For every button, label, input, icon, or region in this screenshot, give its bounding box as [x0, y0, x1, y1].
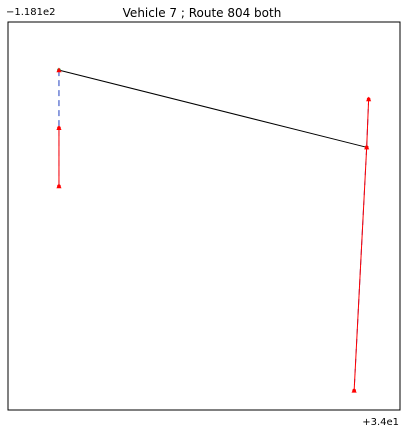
data-point-4-2	[352, 388, 356, 393]
chart-title: Vehicle 7 ; Route 804 both	[123, 6, 282, 20]
data-point-4-0	[366, 97, 371, 102]
data-point-1-0	[56, 67, 62, 73]
x-offset-label: +3.4e1	[362, 417, 399, 428]
y-offset-label: −1.181e2	[6, 7, 56, 18]
plot-frame	[7, 21, 401, 411]
data-point-2-1	[57, 184, 61, 188]
data-point-4-1	[364, 145, 369, 150]
series-line-4	[353, 99, 370, 391]
chart-marks	[56, 67, 372, 393]
data-point-2-0	[57, 126, 61, 130]
series-line-0	[58, 69, 367, 148]
